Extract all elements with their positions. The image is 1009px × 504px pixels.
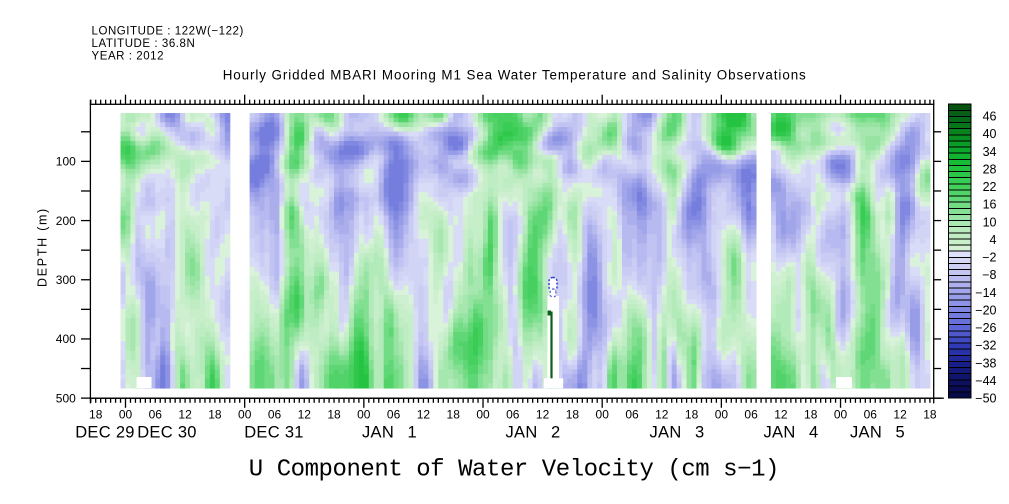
svg-text:34: 34 xyxy=(983,145,997,159)
svg-text:18: 18 xyxy=(923,408,937,422)
svg-text:−32: −32 xyxy=(975,339,996,353)
svg-text:LONGITUDE : 122W(−122): LONGITUDE : 122W(−122) xyxy=(92,26,244,38)
svg-text:LATITUDE : 36.8N: LATITUDE : 36.8N xyxy=(92,38,196,50)
svg-text:22: 22 xyxy=(983,180,997,194)
svg-text:−38: −38 xyxy=(975,356,996,370)
svg-text:4: 4 xyxy=(990,233,997,247)
svg-text:12: 12 xyxy=(178,408,192,422)
svg-text:18: 18 xyxy=(685,408,699,422)
svg-text:18: 18 xyxy=(447,408,461,422)
svg-text:00: 00 xyxy=(119,408,133,422)
svg-text:400: 400 xyxy=(56,332,76,346)
svg-text:200: 200 xyxy=(56,214,76,228)
svg-text:Hourly Gridded MBARI Mooring M: Hourly Gridded MBARI Mooring M1 Sea Wate… xyxy=(223,68,807,83)
svg-text:JAN 3: JAN 3 xyxy=(650,424,705,442)
svg-text:300: 300 xyxy=(56,273,76,287)
svg-text:40: 40 xyxy=(983,127,997,141)
svg-text:U Component of Water Velocity: U Component of Water Velocity (cm s−1) xyxy=(249,457,779,484)
svg-text:JAN 5: JAN 5 xyxy=(850,424,905,442)
svg-text:06: 06 xyxy=(744,408,758,422)
svg-text:12: 12 xyxy=(417,408,431,422)
svg-text:06: 06 xyxy=(864,408,878,422)
svg-text:−44: −44 xyxy=(975,374,996,388)
svg-text:28: 28 xyxy=(983,163,997,177)
svg-text:06: 06 xyxy=(625,408,639,422)
svg-text:46: 46 xyxy=(983,110,997,124)
svg-text:−2: −2 xyxy=(982,251,996,265)
svg-text:00: 00 xyxy=(357,408,371,422)
svg-text:00: 00 xyxy=(476,408,490,422)
svg-text:12: 12 xyxy=(893,408,907,422)
svg-text:DEPTH (m): DEPTH (m) xyxy=(36,207,50,287)
svg-text:18: 18 xyxy=(208,408,222,422)
svg-text:06: 06 xyxy=(268,408,282,422)
svg-text:−14: −14 xyxy=(975,286,996,300)
svg-text:00: 00 xyxy=(834,408,848,422)
svg-text:100: 100 xyxy=(56,155,76,169)
svg-text:12: 12 xyxy=(774,408,788,422)
svg-text:18: 18 xyxy=(566,408,580,422)
svg-text:YEAR : 2012: YEAR : 2012 xyxy=(92,50,165,62)
svg-text:06: 06 xyxy=(149,408,163,422)
svg-text:16: 16 xyxy=(983,198,997,212)
svg-text:00: 00 xyxy=(596,408,610,422)
svg-text:500: 500 xyxy=(56,391,76,405)
svg-text:DEC 29: DEC 29 xyxy=(75,424,135,442)
svg-text:DEC 31: DEC 31 xyxy=(244,424,304,442)
svg-text:12: 12 xyxy=(655,408,669,422)
svg-text:00: 00 xyxy=(715,408,729,422)
svg-text:−20: −20 xyxy=(975,304,996,318)
svg-text:12: 12 xyxy=(298,408,312,422)
svg-text:00: 00 xyxy=(238,408,252,422)
svg-text:JAN 1: JAN 1 xyxy=(362,424,417,442)
svg-text:−50: −50 xyxy=(975,392,996,406)
svg-text:18: 18 xyxy=(804,408,818,422)
svg-text:JAN 4: JAN 4 xyxy=(764,424,819,442)
svg-text:12: 12 xyxy=(536,408,550,422)
svg-text:JAN 2: JAN 2 xyxy=(506,424,561,442)
svg-text:18: 18 xyxy=(89,408,103,422)
svg-text:10: 10 xyxy=(983,215,997,229)
svg-text:06: 06 xyxy=(506,408,520,422)
svg-text:DEC 30: DEC 30 xyxy=(137,424,197,442)
svg-text:−8: −8 xyxy=(982,268,996,282)
svg-text:06: 06 xyxy=(387,408,401,422)
svg-text:−26: −26 xyxy=(975,321,996,335)
svg-text:18: 18 xyxy=(327,408,341,422)
